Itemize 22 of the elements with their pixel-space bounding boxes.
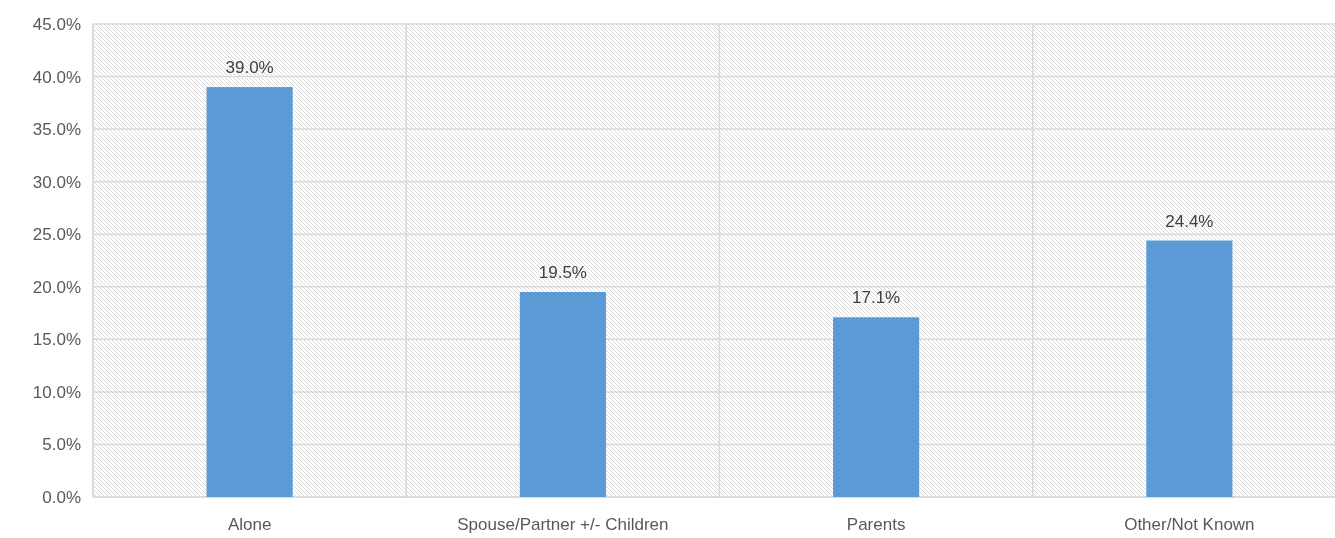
y-tick-label: 45.0%: [32, 14, 81, 34]
data-label: 17.1%: [852, 288, 901, 308]
y-tick-label: 40.0%: [32, 67, 81, 87]
data-label: 39.0%: [225, 58, 274, 78]
y-tick-label: 25.0%: [32, 225, 81, 245]
y-tick-label: 0.0%: [42, 487, 81, 507]
y-tick-label: 10.0%: [32, 382, 81, 402]
x-tick-label: Other/Not Known: [1124, 515, 1255, 534]
data-label: 24.4%: [1165, 211, 1214, 231]
y-tick-label: 15.0%: [32, 330, 81, 350]
y-tick-label: 35.0%: [32, 120, 81, 140]
bar: [833, 317, 920, 497]
bar: [519, 292, 606, 497]
bar: [1146, 240, 1233, 497]
y-tick-label: 5.0%: [42, 435, 81, 455]
x-tick-label: Alone: [227, 515, 272, 534]
x-tick-label: Spouse/Partner +/- Children: [457, 515, 669, 534]
x-tick-label: Parents: [846, 515, 906, 534]
y-tick-label: 20.0%: [32, 277, 81, 297]
bar: [206, 87, 293, 497]
data-label: 19.5%: [538, 263, 587, 283]
y-tick-label: 30.0%: [32, 172, 81, 192]
